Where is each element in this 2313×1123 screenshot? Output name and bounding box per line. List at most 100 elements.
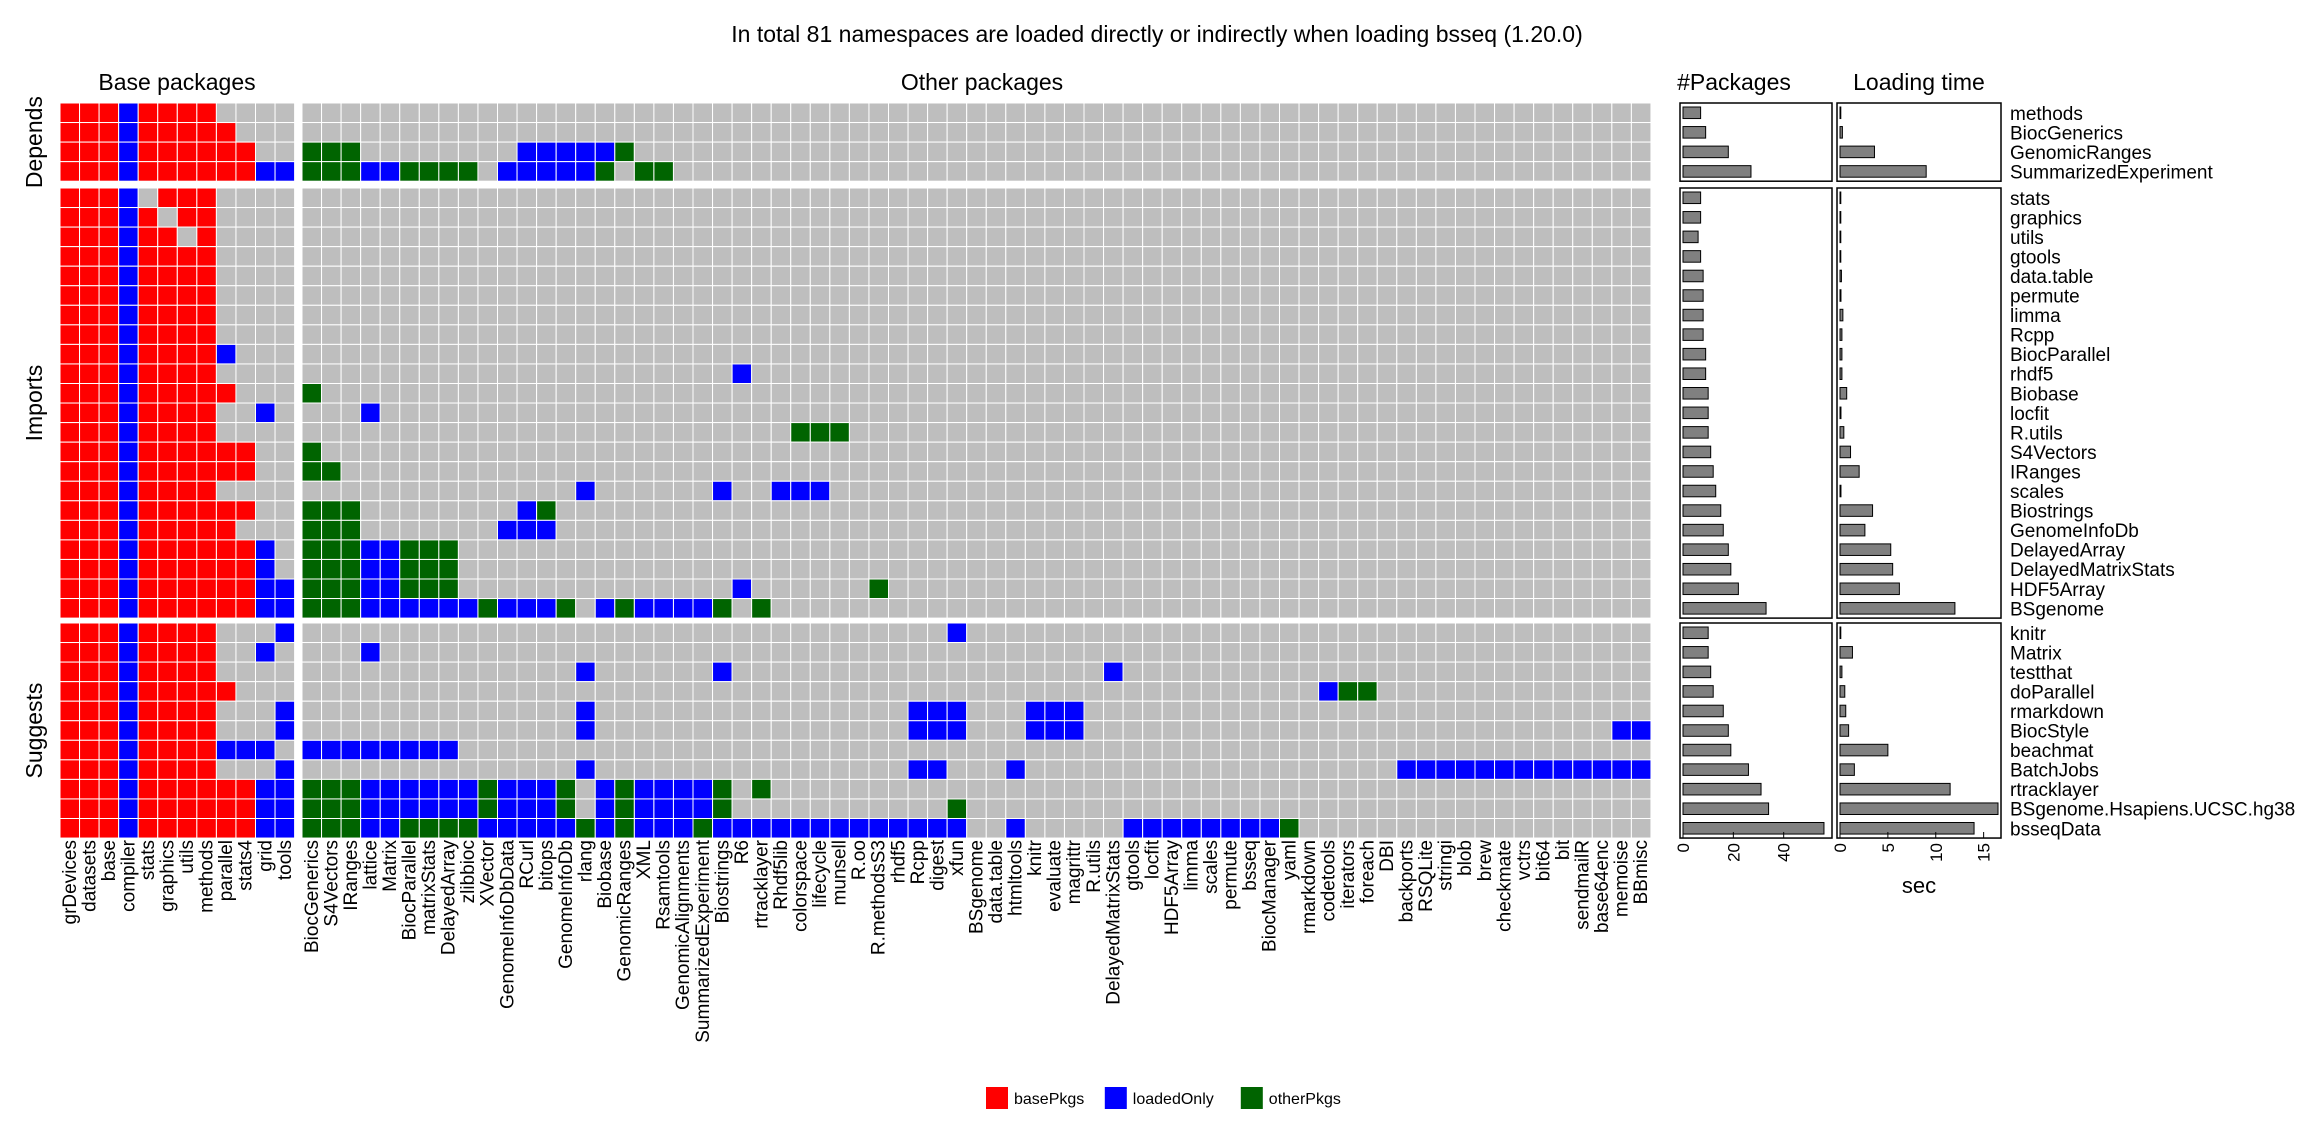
heatmap-cell — [1454, 642, 1476, 663]
heatmap-cell — [1513, 102, 1535, 124]
heatmap-cell — [1630, 304, 1652, 326]
heatmap-cell — [907, 661, 929, 683]
heatmap-cell — [1239, 798, 1261, 820]
heatmap-cell — [118, 265, 139, 287]
heatmap-cell — [255, 578, 276, 600]
heatmap-cell — [301, 739, 323, 761]
heatmap-cell — [1103, 739, 1124, 761]
other-column-label: Biostrings — [712, 840, 733, 923]
heatmap-cell — [790, 539, 811, 560]
heatmap-cell — [176, 739, 198, 761]
heatmap-cell — [1572, 720, 1593, 741]
heatmap-cell — [575, 441, 596, 463]
heatmap-cell — [536, 480, 557, 502]
heatmap-cell — [790, 187, 811, 209]
heatmap-cell — [536, 441, 557, 463]
heatmap-cell — [1533, 681, 1554, 702]
heatmap-cell — [360, 226, 381, 248]
heatmap-cell — [1591, 343, 1613, 365]
heatmap-cell — [790, 558, 811, 580]
heatmap-cell — [633, 480, 655, 502]
heatmap-cell — [196, 363, 217, 385]
heatmap-cell — [497, 700, 518, 722]
other-column-label: zlibbioc — [458, 840, 479, 903]
heatmap-cell — [1494, 304, 1515, 326]
heatmap-cell — [1454, 500, 1476, 521]
heatmap-cell — [1533, 818, 1554, 839]
heatmap-cell — [1259, 402, 1280, 424]
heatmap-cell — [1122, 324, 1144, 345]
heatmap-cell — [438, 700, 459, 722]
heatmap-cell — [653, 461, 674, 482]
heatmap-cell — [927, 500, 948, 521]
heatmap-cell — [1298, 500, 1320, 521]
heatmap-cell — [235, 141, 256, 163]
heatmap-cell — [1083, 539, 1105, 560]
heatmap-cell — [1474, 324, 1496, 345]
heatmap-cell — [497, 102, 518, 124]
heatmap-cell — [340, 161, 362, 182]
heatmap-cell — [157, 285, 178, 306]
heatmap-cell — [1044, 759, 1065, 780]
heatmap-cell — [1142, 700, 1163, 722]
heatmap-cell — [1533, 383, 1554, 404]
heatmap-cell — [888, 739, 909, 761]
heatmap-cell — [1396, 739, 1417, 761]
heatmap-cell — [653, 402, 674, 424]
heatmap-cell — [790, 324, 811, 345]
heatmap-cell — [98, 422, 120, 443]
heatmap-cell — [946, 285, 968, 306]
heatmap-cell — [360, 598, 381, 619]
heatmap-cell — [118, 818, 139, 839]
heatmap-cell — [1005, 622, 1026, 644]
heatmap-cell — [340, 622, 362, 644]
heatmap-cell — [809, 720, 831, 741]
heatmap-cell — [1474, 441, 1496, 463]
heatmap-cell — [1494, 739, 1515, 761]
heatmap-cell — [379, 700, 401, 722]
heatmap-cell — [1513, 578, 1535, 600]
heatmap-cell — [477, 480, 499, 502]
other-column-label: iterators — [1338, 840, 1359, 909]
heatmap-cell — [1024, 324, 1046, 345]
heatmap-cell — [1239, 383, 1261, 404]
heatmap-cell — [809, 265, 831, 287]
heatmap-cell — [907, 681, 929, 702]
heatmap-cell — [575, 422, 596, 443]
heatmap-cell — [235, 642, 256, 663]
heatmap-cell — [868, 642, 890, 663]
heatmap-cell — [1044, 285, 1065, 306]
heatmap-cell — [1533, 226, 1554, 248]
heatmap-cell — [1533, 304, 1554, 326]
heatmap-cell — [274, 778, 296, 800]
heatmap-cell — [274, 818, 296, 839]
heatmap-cell — [1005, 102, 1026, 124]
heatmap-cell — [809, 122, 831, 143]
heatmap-cell — [1435, 539, 1456, 560]
heatmap-cell — [536, 598, 557, 619]
heatmap-cell — [340, 141, 362, 163]
heatmap-cell — [418, 363, 440, 385]
heatmap-cell — [1630, 642, 1652, 663]
heatmap-cell — [457, 818, 479, 839]
heatmap-cell — [946, 246, 968, 267]
heatmap-cell — [985, 661, 1007, 683]
heatmap-cell — [1044, 700, 1065, 722]
heatmap-cell — [966, 598, 987, 619]
heatmap-cell — [966, 122, 987, 143]
time-bar — [1839, 165, 1927, 178]
heatmap-cell — [888, 681, 909, 702]
heatmap-cell — [653, 818, 674, 839]
heatmap-cell — [235, 422, 256, 443]
heatmap-cell — [653, 285, 674, 306]
heatmap-cells — [59, 102, 1652, 839]
heatmap-cell — [536, 324, 557, 345]
heatmap-cell — [497, 480, 518, 502]
package-label: bsseqData — [2010, 819, 2101, 840]
heatmap-cell — [1376, 519, 1398, 541]
heatmap-cell — [399, 642, 420, 663]
package-label: GenomicRanges — [2010, 143, 2152, 164]
heatmap-cell — [1318, 402, 1339, 424]
heatmap-cell — [457, 598, 479, 619]
heatmap-cell — [196, 207, 217, 228]
